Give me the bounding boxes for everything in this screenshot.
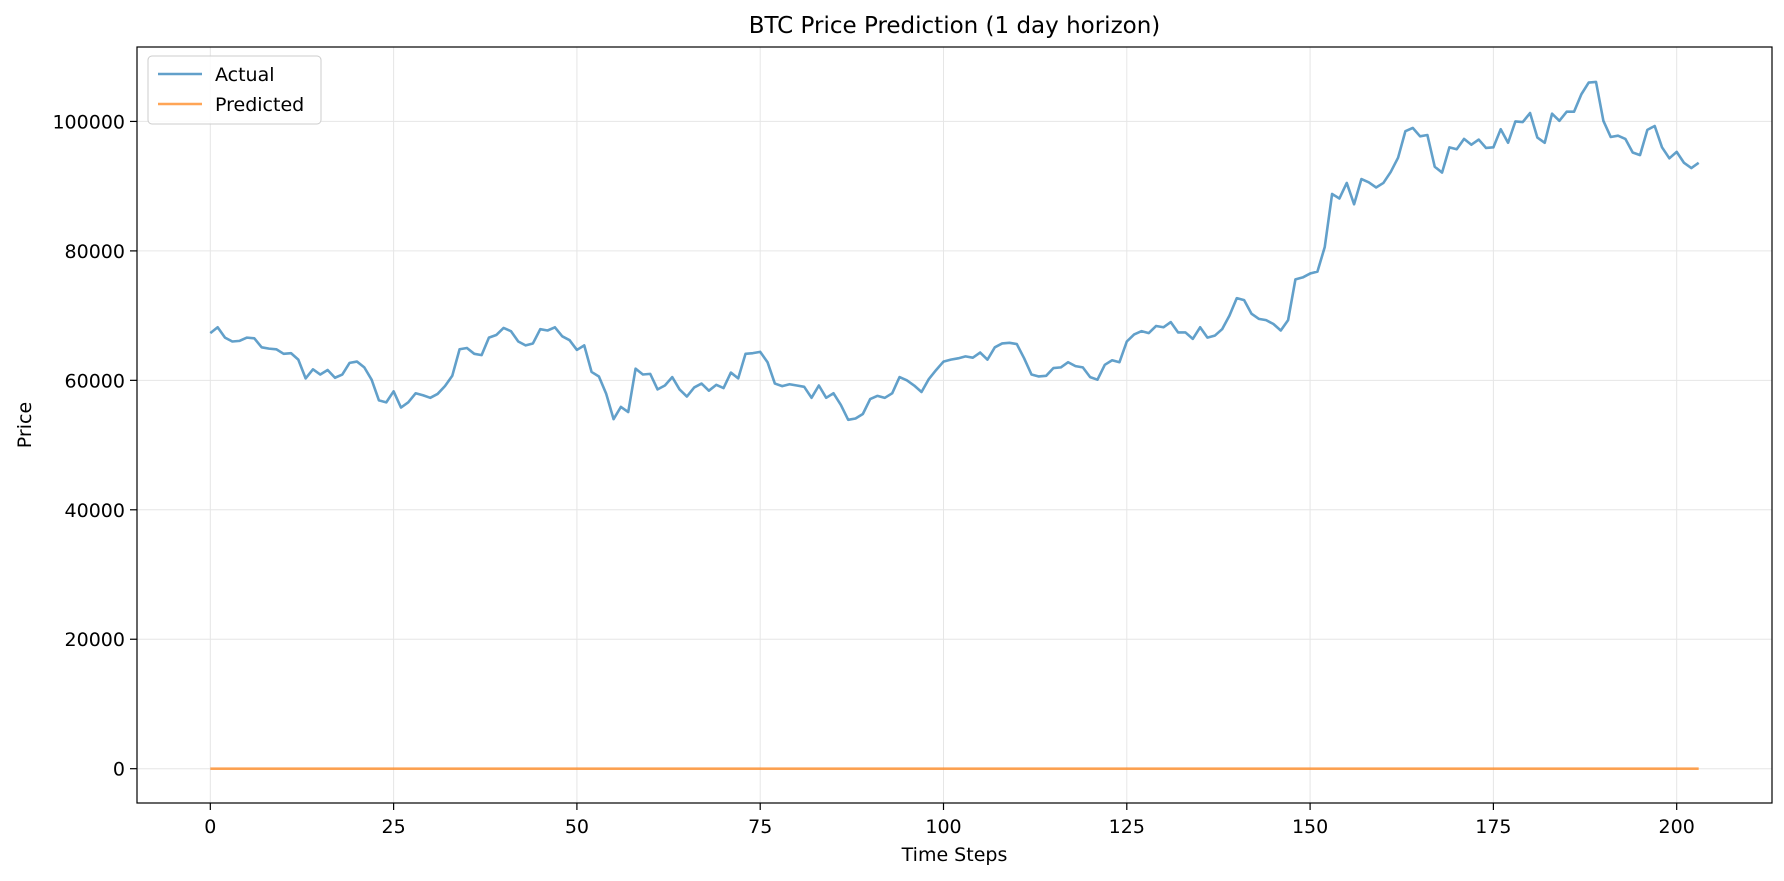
- x-tick-label: 25: [382, 816, 406, 838]
- y-axis-label: Price: [14, 402, 36, 448]
- x-tick-label: 150: [1292, 816, 1328, 838]
- x-axis-ticks: 0 25 50 75 100 125 150 175 200: [204, 803, 1695, 838]
- plot-frame: [136, 46, 1773, 804]
- x-tick-label: 0: [204, 816, 216, 838]
- y-tick-label: 40000: [65, 500, 125, 522]
- y-tick-label: 20000: [65, 629, 125, 651]
- x-tick-label: 125: [1109, 816, 1145, 838]
- x-tick-label: 200: [1659, 816, 1695, 838]
- x-tick-label: 100: [925, 816, 961, 838]
- legend-label-actual: Actual: [215, 64, 275, 86]
- grid: [137, 47, 1772, 803]
- y-tick-label: 100000: [52, 111, 125, 133]
- chart-title: BTC Price Prediction (1 day horizon): [749, 13, 1161, 39]
- y-tick-label: 80000: [65, 241, 125, 263]
- series-line-actual: [209, 80, 1700, 422]
- x-tick-label: 50: [565, 816, 589, 838]
- y-axis-ticks: 0 20000 40000 60000 80000 100000: [52, 111, 137, 781]
- y-tick-label: 60000: [65, 370, 125, 392]
- series-layer: [209, 80, 1700, 771]
- x-tick-label: 75: [748, 816, 772, 838]
- legend-label-predicted: Predicted: [215, 94, 304, 116]
- x-axis-label: Time Steps: [901, 844, 1008, 866]
- legend: Actual Predicted: [147, 55, 322, 125]
- y-tick-label: 0: [113, 759, 125, 781]
- x-tick-label: 175: [1475, 816, 1511, 838]
